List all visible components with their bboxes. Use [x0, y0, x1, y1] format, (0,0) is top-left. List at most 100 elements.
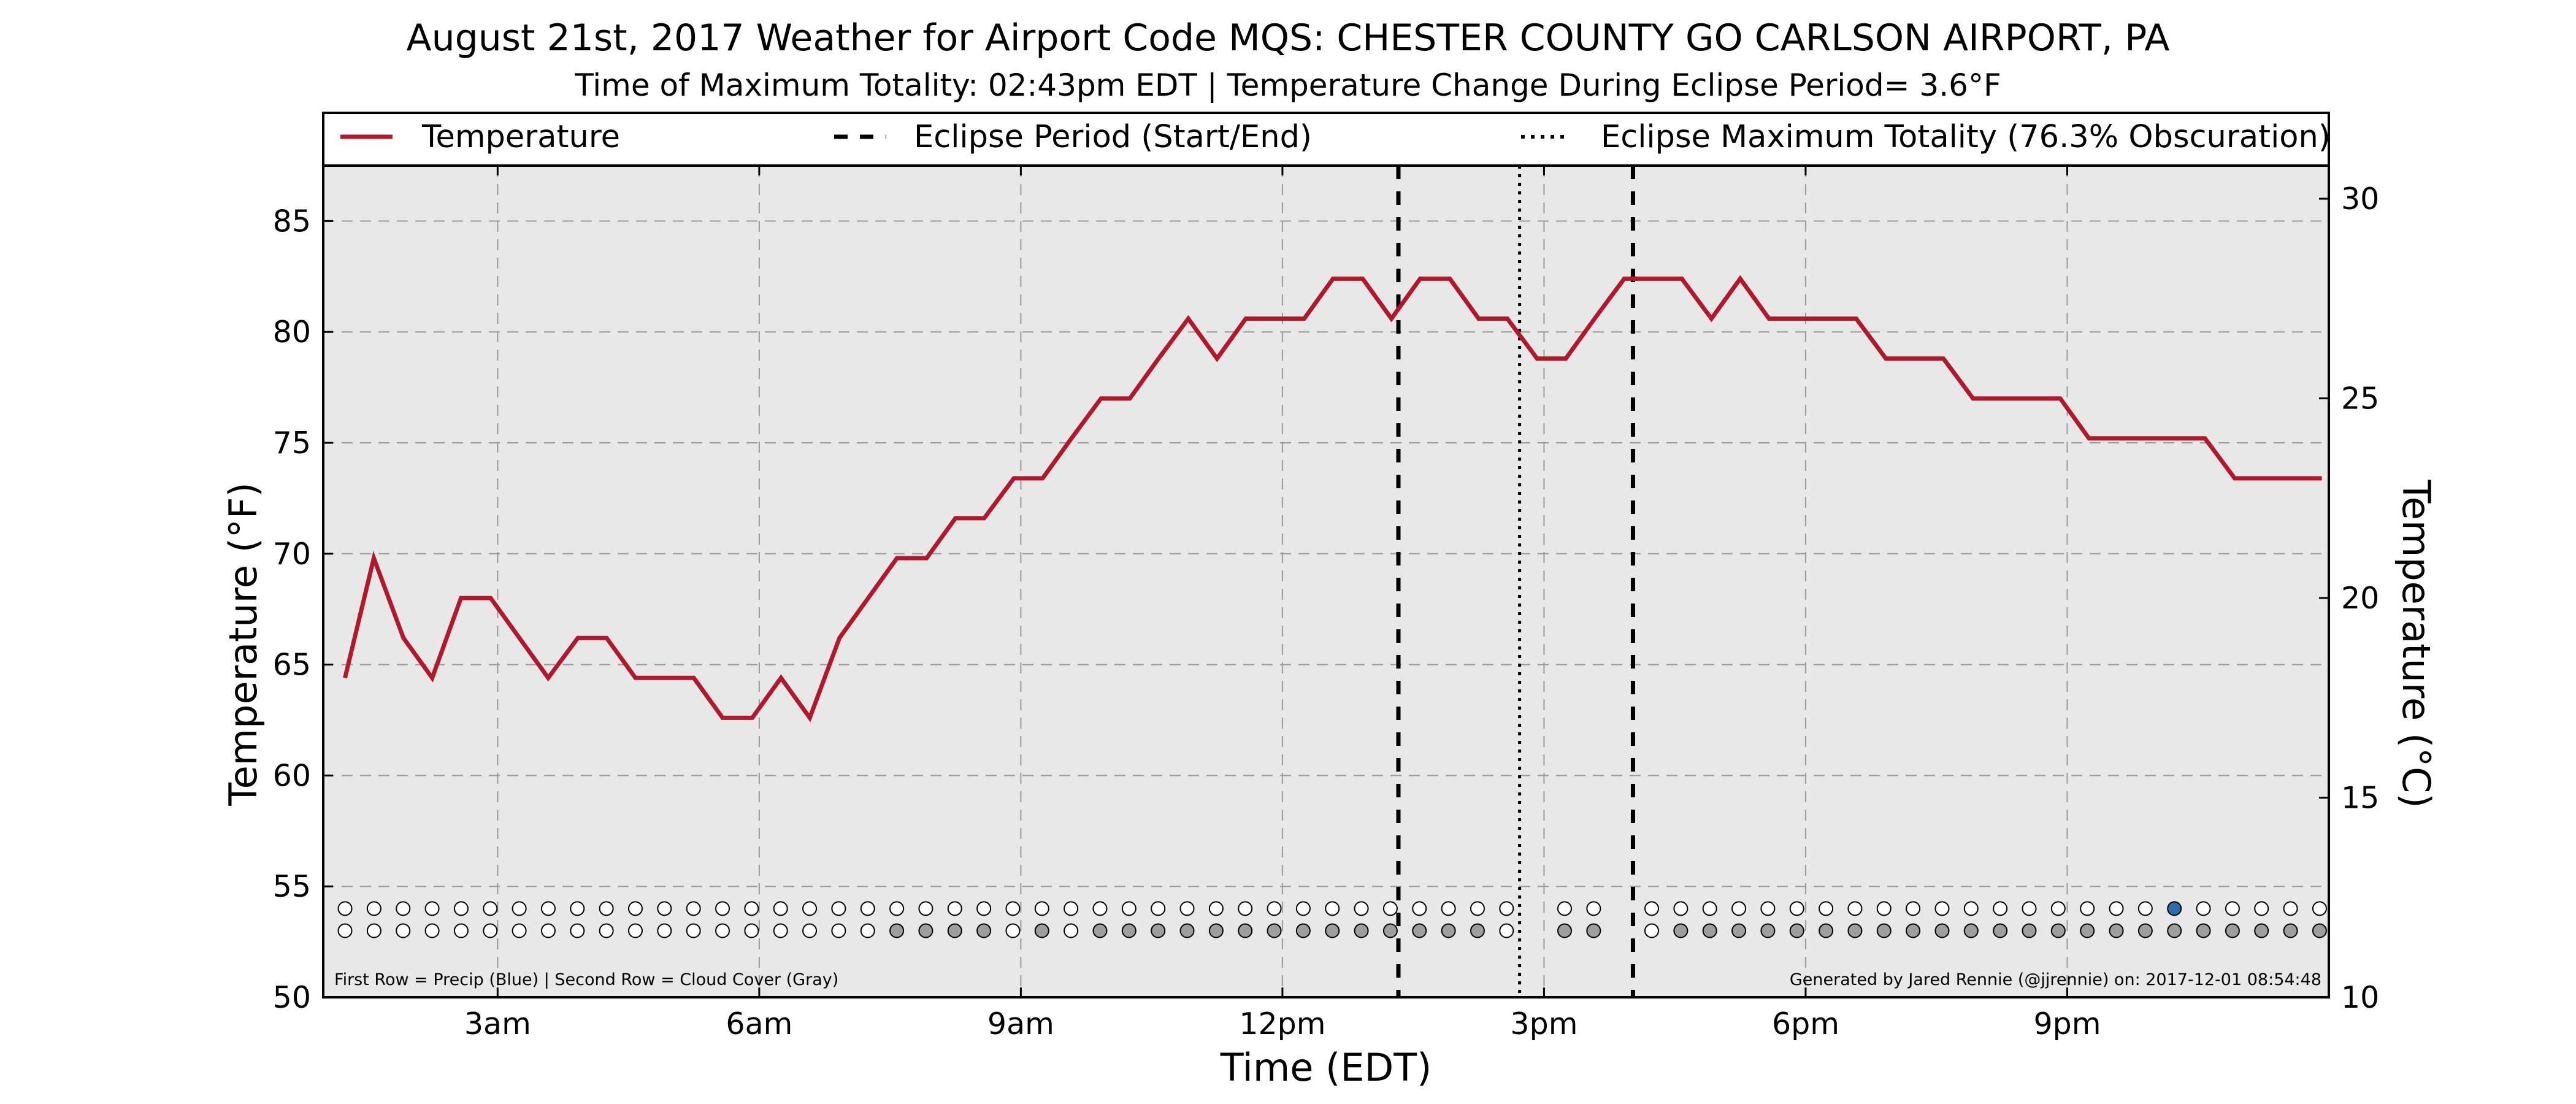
temperature-line	[343, 275, 2322, 723]
y2-tick-label: 10	[2341, 980, 2379, 1015]
precip-dot	[1441, 901, 1456, 916]
eclipse-lines	[1396, 166, 1635, 997]
footnote-left: First Row = Precip (Blue) | Second Row =…	[334, 970, 838, 989]
cloud-cover-dot	[1760, 923, 1776, 938]
x-tick-label: 9pm	[2033, 1006, 2101, 1041]
legend-temperature-label: Temperature	[421, 119, 620, 155]
cloud-cover-dot	[1238, 923, 1253, 938]
x-tick-label: 6am	[726, 1006, 792, 1041]
precip-dot	[1789, 901, 1804, 916]
cloud-cover-dot	[773, 923, 788, 938]
precip-dot	[1005, 901, 1021, 916]
cloud-cover-dot	[2196, 923, 2211, 938]
precip-dot	[715, 901, 730, 916]
cloud-cover-dot	[686, 923, 701, 938]
cloud-cover-dot	[1906, 923, 1921, 938]
cloud-cover-dot	[1789, 923, 1804, 938]
precip-dot	[627, 901, 643, 916]
precip-dot	[744, 901, 759, 916]
cloud-cover-dot	[1179, 923, 1195, 938]
y2-tick-label: 30	[2341, 182, 2379, 217]
precip-dot	[2137, 901, 2153, 916]
cloud-cover-dot	[657, 923, 672, 938]
cloud-cover-dot	[1499, 923, 1514, 938]
cloud-cover-dot	[1673, 923, 1689, 938]
cloud-cover-dot	[1876, 923, 1892, 938]
precip-dot	[1325, 901, 1340, 916]
precip-dot	[860, 901, 875, 916]
precip-dot	[1963, 901, 1979, 916]
precip-dot	[947, 901, 962, 916]
grid	[323, 166, 2329, 997]
precip-dot	[1586, 901, 1601, 916]
y2-tick-label: 15	[2341, 781, 2379, 816]
x-axis-label: Time (EDT)	[1220, 1045, 1432, 1090]
cloud-cover-dot	[1121, 923, 1137, 938]
chart-subtitle: Time of Maximum Totality: 02:43pm EDT | …	[574, 67, 2001, 103]
precip-dot	[2196, 901, 2211, 916]
cloud-cover-dot	[540, 923, 556, 938]
y-tick-label: 85	[273, 204, 311, 239]
precip-dot	[686, 901, 701, 916]
cloud-cover-dot	[337, 923, 353, 938]
precip-dot	[918, 901, 933, 916]
precip-dot	[1034, 901, 1049, 916]
precip-dot	[570, 901, 585, 916]
series	[343, 275, 2322, 723]
precip-dot	[802, 901, 818, 916]
cloud-cover-dot	[1382, 923, 1398, 938]
precip-dot	[1295, 901, 1311, 916]
cloud-cover-dot	[1034, 923, 1049, 938]
precip-dot	[1179, 901, 1195, 916]
cloud-cover-dot	[1847, 923, 1863, 938]
cloud-cover-dot	[2312, 923, 2327, 938]
cloud-cover-dot	[802, 923, 818, 938]
cloud-cover-dot	[1993, 923, 2008, 938]
y2-axis-label: Temperature (°C)	[2394, 479, 2439, 808]
x-tick-label: 3am	[464, 1006, 531, 1041]
cloud-cover-dot	[2022, 923, 2037, 938]
legend-box	[322, 112, 2330, 167]
cloud-cover-dot	[366, 923, 381, 938]
cloud-cover-dot	[1934, 923, 1950, 938]
precip-dot	[773, 901, 788, 916]
precip-dot	[2225, 901, 2240, 916]
cloud-cover-dot	[2254, 923, 2269, 938]
precip-dot	[453, 901, 469, 916]
cloud-cover-dot	[715, 923, 730, 938]
precip-dot	[2080, 901, 2095, 916]
cloud-cover-dot	[2109, 923, 2124, 938]
precip-dot	[396, 901, 411, 916]
y-tick-label: 70	[273, 537, 311, 572]
cloud-cover-dot	[1267, 923, 1282, 938]
y-tick-label: 55	[273, 869, 311, 904]
precip-dot	[2254, 901, 2269, 916]
precip-dot	[366, 901, 381, 916]
cloud-cover-dot	[2080, 923, 2095, 938]
cloud-cover-dot	[1295, 923, 1311, 938]
cloud-cover-dot	[1441, 923, 1456, 938]
precip-dot	[1673, 901, 1689, 916]
y-tick-label: 50	[273, 980, 311, 1015]
precip-dot	[1906, 901, 1921, 916]
cloud-cover-dot	[1005, 923, 1021, 938]
precip-dot	[2050, 901, 2066, 916]
cloud-cover-dot	[860, 923, 875, 938]
cloud-cover-dot	[570, 923, 585, 938]
precip-dot	[1470, 901, 1485, 916]
plot-area	[323, 166, 2329, 997]
precip-dot	[1151, 901, 1166, 916]
y-tick-label: 60	[273, 758, 311, 793]
precip-dot	[1731, 901, 1747, 916]
precip-dot	[1847, 901, 1863, 916]
x-tick-label: 3pm	[1510, 1006, 1577, 1041]
cloud-cover-dot	[2225, 923, 2240, 938]
legend-eclipse-period-label: Eclipse Period (Start/End)	[914, 119, 1312, 155]
cloud-cover-dot	[831, 923, 846, 938]
precip-dot	[1064, 901, 1079, 916]
axis-ticks: 3am 6am 9am 12pm 3pm 6pm 9pm 50 55 60 65 70 75 80 85 10…	[273, 166, 2379, 1041]
y-tick-label: 80	[273, 315, 311, 350]
y-tick-label: 65	[273, 648, 311, 683]
cloud-cover-dot	[2050, 923, 2066, 938]
